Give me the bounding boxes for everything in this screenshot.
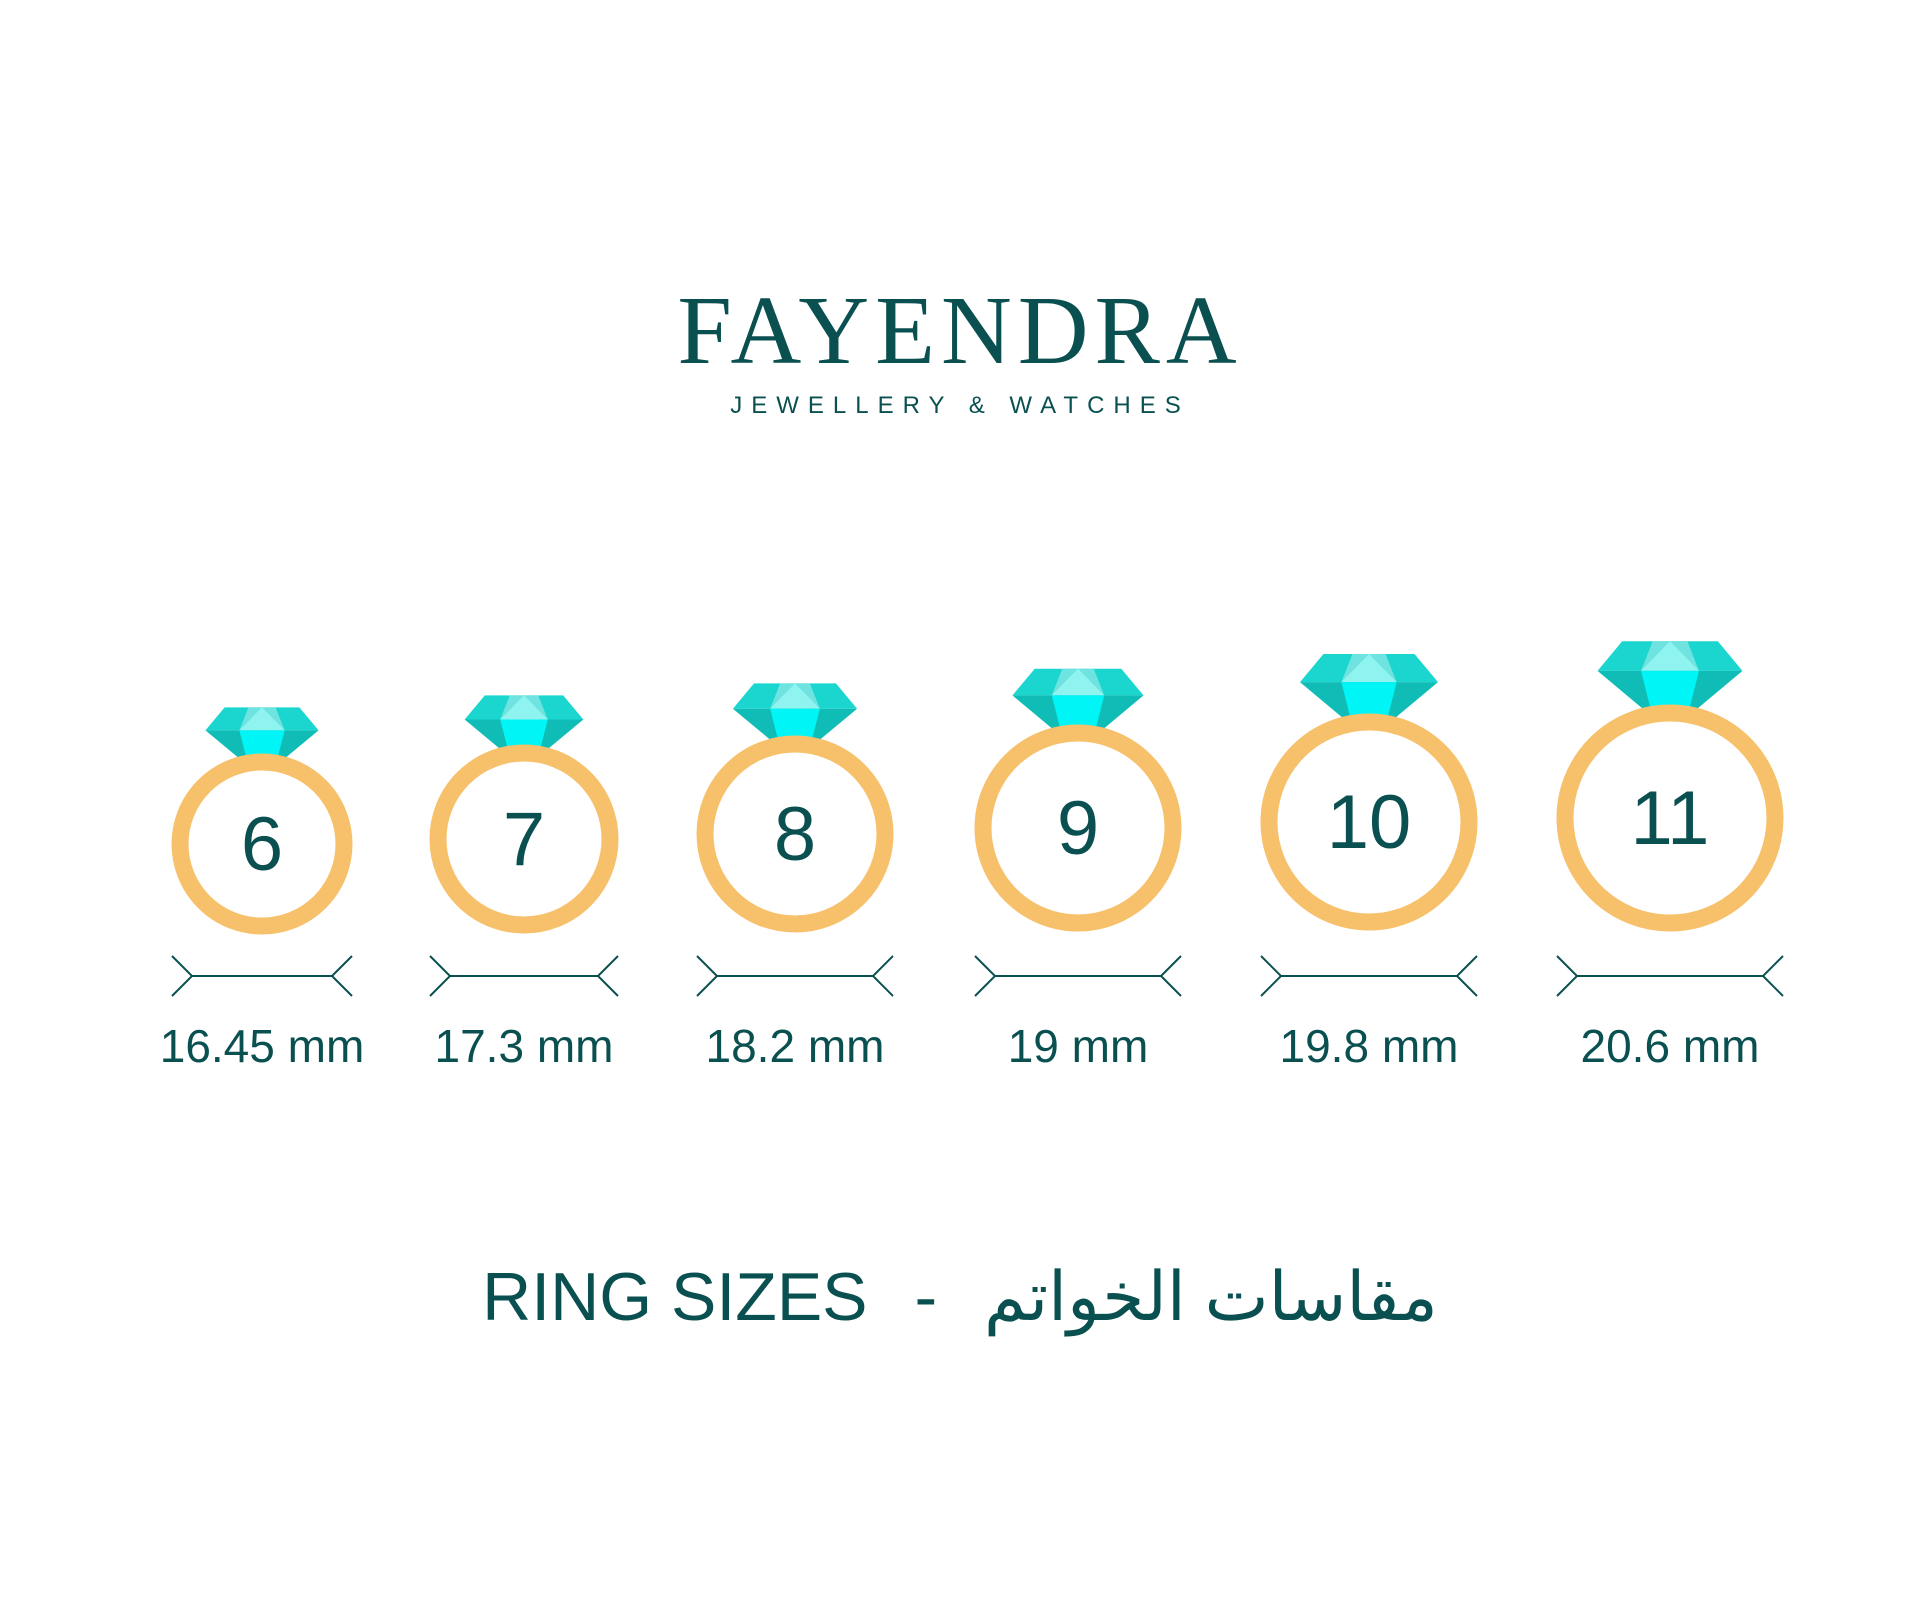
- ring-band: [1556, 704, 1784, 932]
- diameter-measure-line: [1260, 955, 1478, 997]
- diameter-measure-line: [696, 955, 894, 997]
- ring-size-10: 10 19.8 mm: [1260, 654, 1478, 1072]
- ring-size-6: 6 16.45 mm: [160, 707, 365, 1072]
- title-english: RING SIZES: [482, 1259, 868, 1335]
- diamond-icon: [732, 683, 858, 748]
- ring-size-number: 9: [1057, 786, 1099, 871]
- ring-band: [974, 724, 1182, 932]
- ring-band: [1260, 713, 1478, 931]
- title-separator: -: [914, 1259, 938, 1335]
- ring-diameter-label: 16.45 mm: [160, 1020, 365, 1072]
- diameter-measure-line: [1556, 955, 1784, 997]
- ring-diameter-label: 19 mm: [1008, 1020, 1149, 1072]
- ring-diameter-label: 20.6 mm: [1581, 1020, 1760, 1072]
- ring-size-number: 6: [241, 802, 283, 887]
- ring-diameter-label: 18.2 mm: [706, 1020, 885, 1072]
- ring-diameter-label: 17.3 mm: [435, 1020, 614, 1072]
- ring-size-number: 7: [503, 797, 545, 882]
- title-arabic: مقاسات الخواتم: [984, 1259, 1438, 1335]
- diameter-measure-line: [974, 955, 1182, 997]
- ring-size-8: 8 18.2 mm: [696, 683, 894, 1072]
- diamond-icon: [1300, 654, 1438, 726]
- diameter-measure-line: [171, 955, 353, 997]
- ring-size-11: 11 20.6 mm: [1556, 641, 1784, 1072]
- ring-size-7: 7 17.3 mm: [429, 695, 619, 1072]
- ring-size-number: 8: [774, 792, 816, 877]
- page-title: RING SIZES - مقاسات الخواتم: [0, 1258, 1920, 1337]
- brand-tagline: JEWELLERY & WATCHES: [730, 392, 1190, 419]
- ring-band: [171, 753, 353, 935]
- ring-diameter-label: 19.8 mm: [1280, 1020, 1459, 1072]
- brand-logo: FAYENDRA: [677, 277, 1243, 385]
- ring-band: [696, 735, 894, 933]
- ring-size-number: 10: [1327, 780, 1412, 865]
- ring-band: [429, 744, 619, 934]
- diameter-measure-line: [429, 955, 619, 997]
- ring-size-9: 9 19 mm: [974, 668, 1182, 1072]
- ring-size-number: 11: [1631, 776, 1710, 861]
